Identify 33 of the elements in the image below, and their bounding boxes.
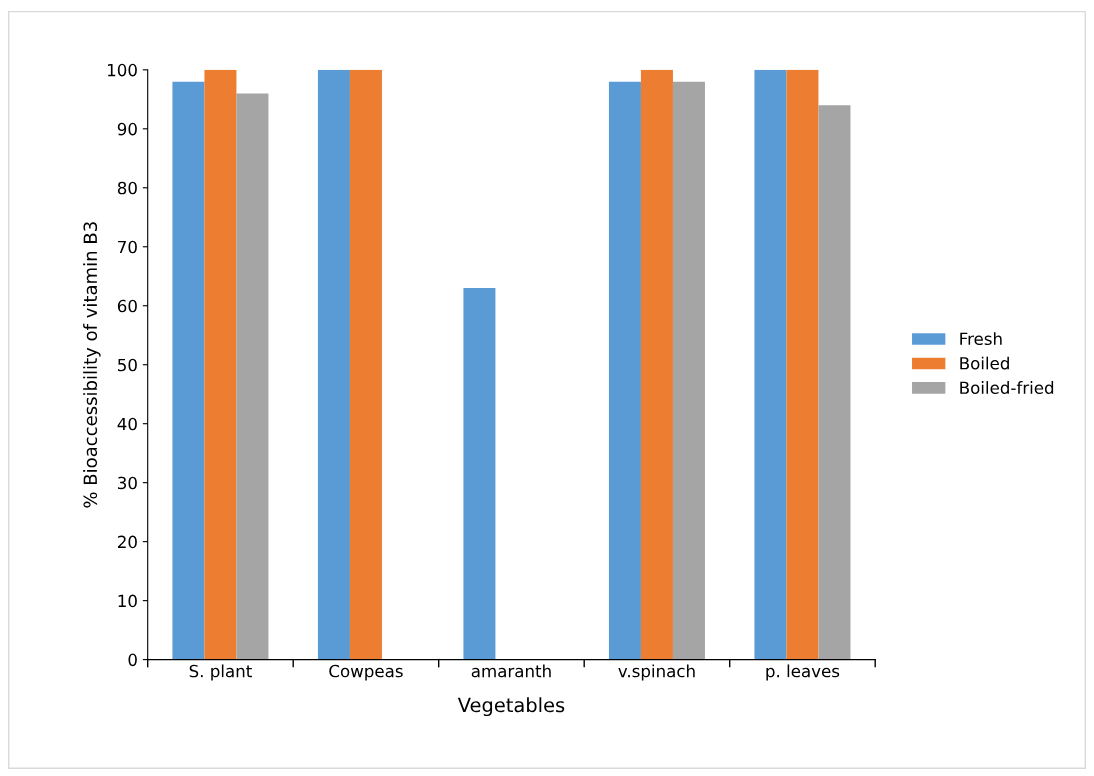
bar <box>317 69 350 660</box>
x-tick-label: amaranth <box>471 664 551 678</box>
y-tick-label: 60 <box>117 299 137 313</box>
legend-label: Fresh <box>960 332 1002 346</box>
y-tick-label: 80 <box>117 181 137 195</box>
x-tick-label: S. plant <box>189 664 252 681</box>
y-tick-label: 40 <box>117 417 137 431</box>
bar <box>236 93 269 660</box>
bar <box>754 69 787 660</box>
legend-label: Boiled <box>960 356 1009 370</box>
bar <box>463 288 496 660</box>
bar <box>786 69 819 660</box>
bar <box>204 69 237 660</box>
x-axis-title: Vegetables <box>457 697 565 717</box>
y-tick-label: 90 <box>117 122 137 136</box>
bar <box>672 81 705 660</box>
bar <box>640 69 673 660</box>
bar <box>349 69 382 660</box>
bar <box>818 105 851 660</box>
y-tick-label: 10 <box>118 594 137 608</box>
bar <box>608 81 641 660</box>
x-tick-label: Cowpeas <box>329 664 403 681</box>
y-tick-label: 70 <box>118 240 137 254</box>
y-axis-title: % Bioaccessibility of vitamin B3 <box>83 222 101 508</box>
legend-label: Boiled-fried <box>960 381 1054 395</box>
x-tick-label: v.spinach <box>618 664 695 681</box>
x-tick-label: p. leaves <box>766 664 840 681</box>
bar <box>172 81 205 660</box>
y-tick-label: 0 <box>128 653 137 667</box>
y-tick-label: 20 <box>117 535 137 549</box>
y-tick-label: 30 <box>118 476 137 490</box>
y-tick-label: 100 <box>107 63 137 77</box>
y-tick-label: 50 <box>118 358 137 372</box>
